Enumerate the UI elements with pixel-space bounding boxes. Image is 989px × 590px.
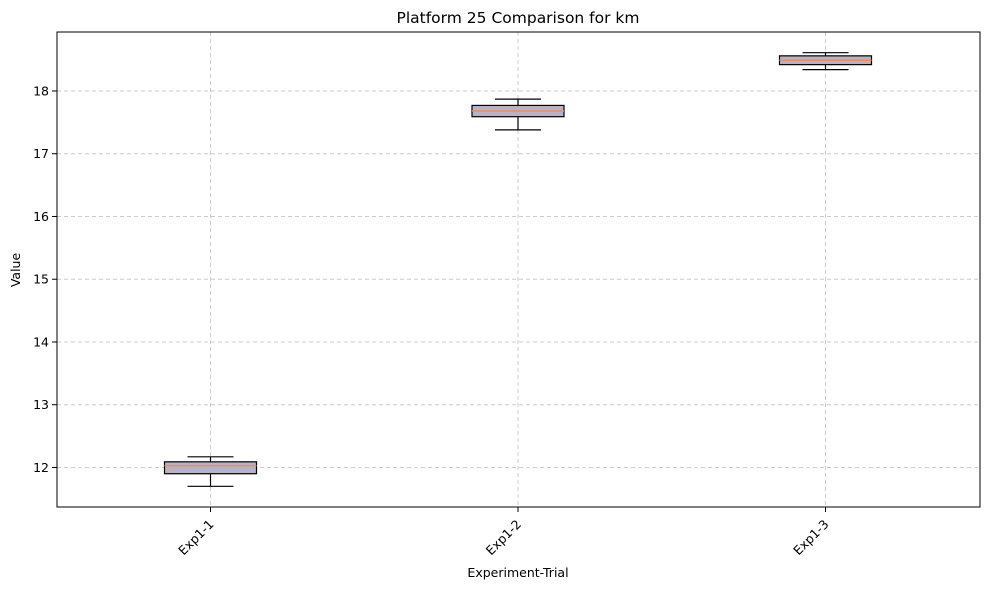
- y-tick-label: 17: [33, 146, 49, 161]
- x-axis-label: Experiment-Trial: [467, 565, 568, 580]
- y-tick-label: 14: [33, 334, 49, 349]
- x-tick-label: Exp1-2: [483, 517, 524, 558]
- y-axis-label: Value: [8, 253, 23, 288]
- x-tick-label: Exp1-1: [175, 517, 216, 558]
- y-tick-label: 15: [33, 272, 49, 287]
- y-tick-label: 12: [33, 460, 49, 475]
- box-plot-group: [778, 52, 873, 71]
- box-plot-group: [163, 456, 258, 487]
- box-iqr: [163, 461, 258, 475]
- tick-layer: 12 13 14 15 16 17 18 Exp1-1 Exp1-2 Exp1-3: [33, 83, 832, 558]
- box-plot-group: [471, 98, 565, 131]
- y-tick-label: 16: [33, 209, 49, 224]
- y-tick-label: 13: [33, 397, 49, 412]
- x-tick-label: Exp1-3: [790, 517, 831, 558]
- chart-title: Platform 25 Comparison for km: [397, 9, 640, 27]
- y-tick-label: 18: [33, 83, 49, 98]
- box-layer: [163, 52, 873, 487]
